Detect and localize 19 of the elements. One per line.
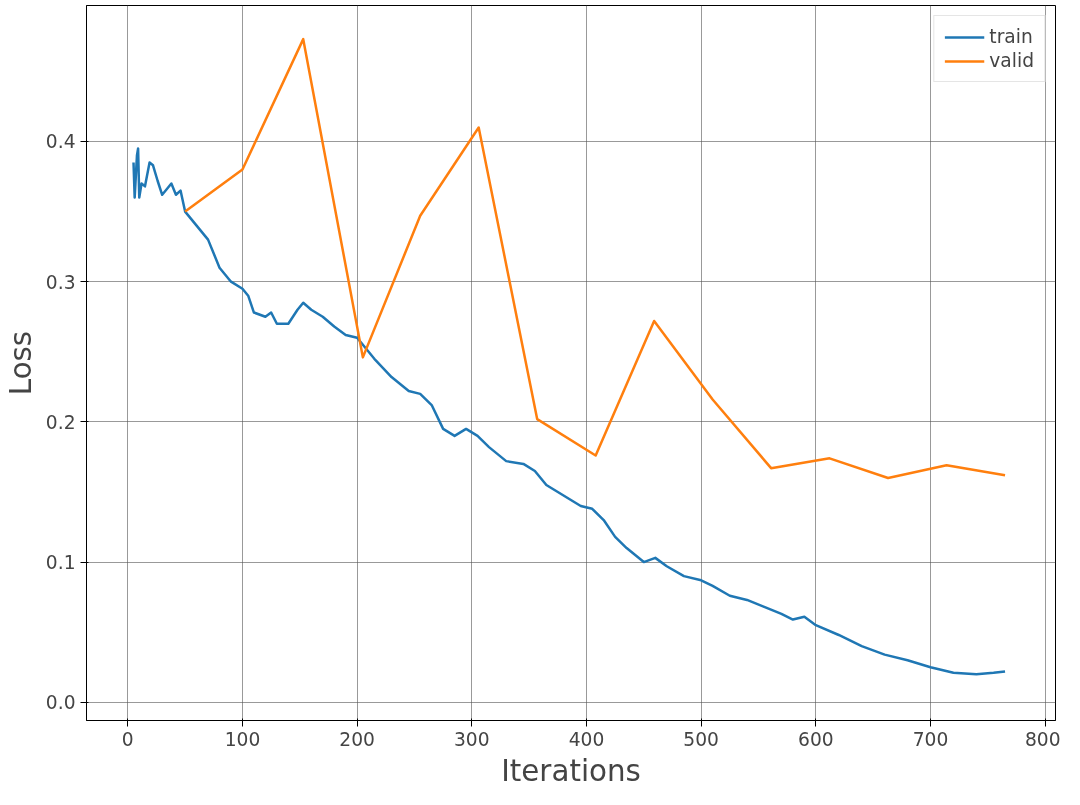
x-tick-label: 200 [339, 728, 375, 750]
y-tick-label: 0.3 [45, 271, 76, 293]
legend-label: valid [989, 50, 1034, 71]
y-tick-label: 0.0 [45, 692, 76, 714]
x-axis-title: Iterations [501, 753, 641, 788]
x-tick-label: 500 [683, 728, 719, 750]
y-tick-label: 0.1 [45, 552, 76, 574]
y-tick-label: 0.4 [45, 131, 76, 153]
x-tick-label: 700 [912, 728, 949, 750]
x-tick-label: 800 [1024, 728, 1061, 750]
legend-label: train [989, 26, 1033, 47]
x-tick-label: 400 [568, 728, 605, 750]
line-series [132, 147, 1007, 676]
x-tick-label: 0 [121, 728, 134, 750]
y-tick-label: 0.2 [45, 411, 76, 433]
y-axis-title: Loss [3, 330, 38, 396]
x-tick-label: 100 [224, 728, 261, 750]
x-tick-label: 600 [798, 728, 834, 750]
x-tick-label: 300 [454, 728, 490, 750]
